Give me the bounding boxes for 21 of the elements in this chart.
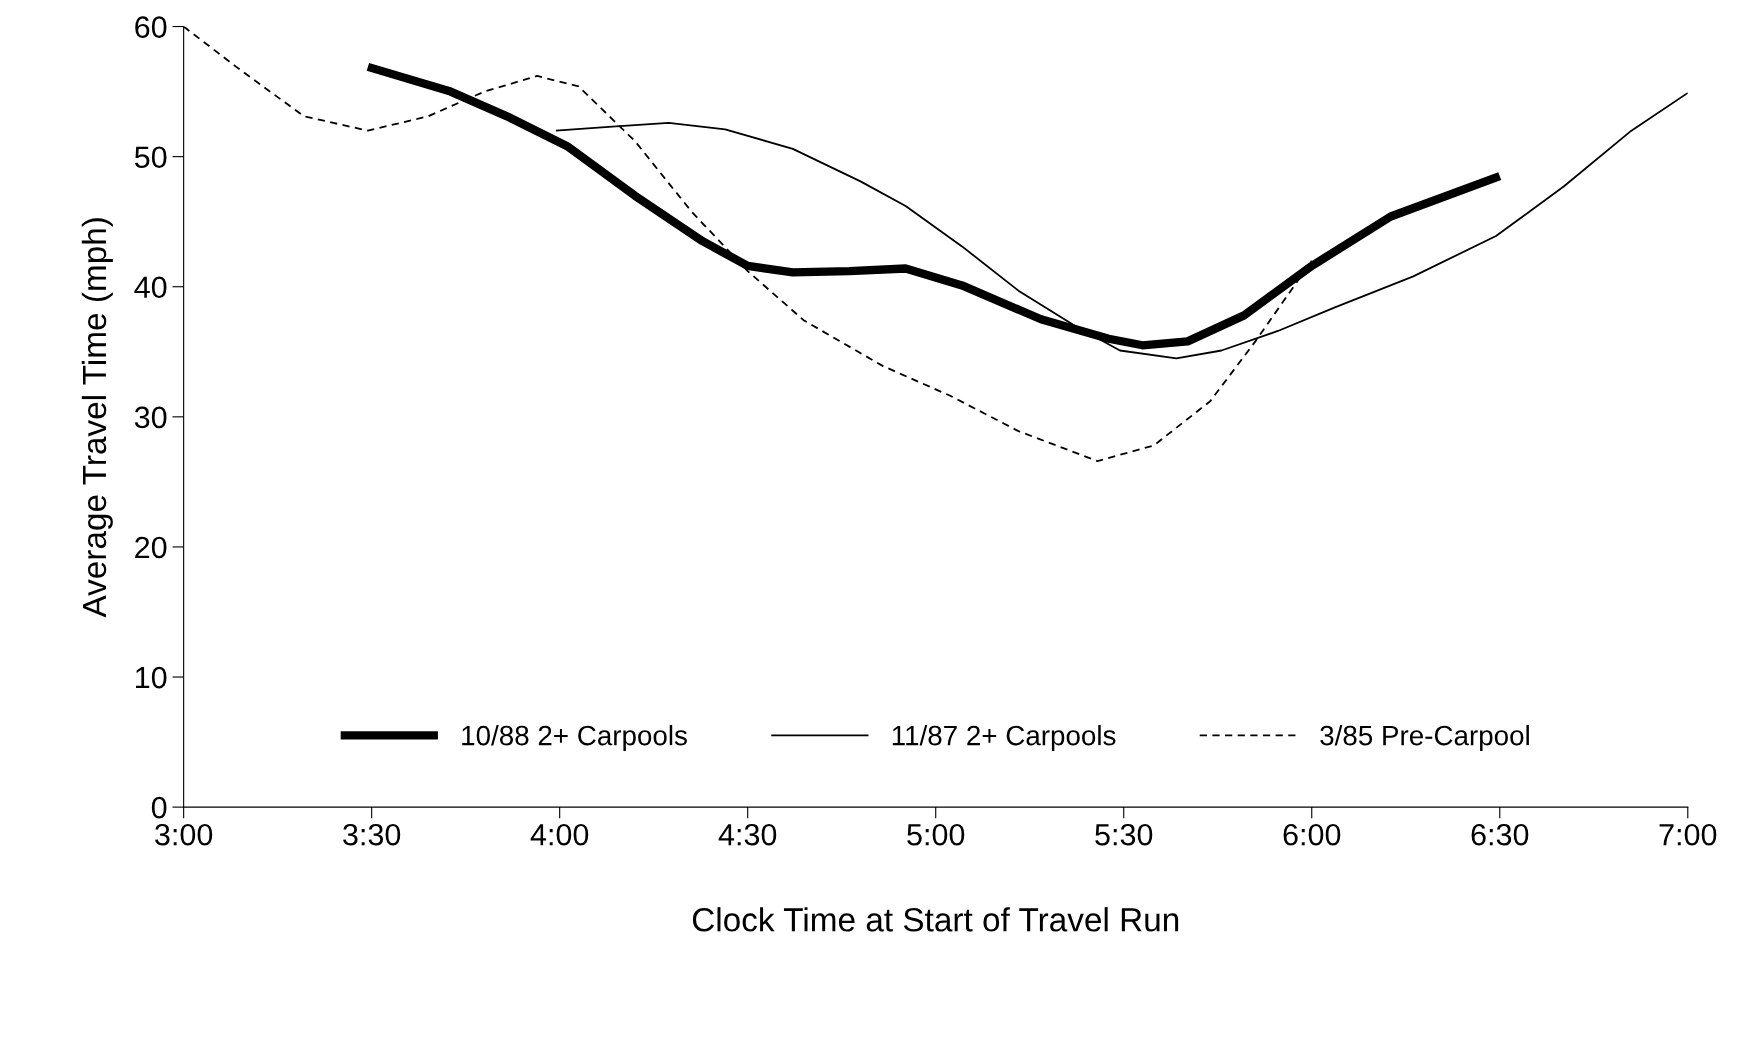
y-tick-label: 10 xyxy=(136,666,167,689)
y-tick-label: 30 xyxy=(134,406,167,429)
x-tick-label: 5:30 xyxy=(1095,823,1153,846)
x-tick-label: 6:00 xyxy=(1283,823,1341,846)
x-tick-label: 7:00 xyxy=(1659,823,1717,846)
legend-label: 10/88 2+ Carpools xyxy=(462,725,687,751)
y-tick-label: 0 xyxy=(151,796,167,819)
legend-label: 3/85 Pre-Carpool xyxy=(1320,725,1529,751)
x-tick-label: 3:00 xyxy=(155,823,213,846)
legend-label: 11/87 2+ Carpools xyxy=(892,725,1116,751)
x-tick-label: 3:30 xyxy=(343,823,401,846)
y-axis-title: Average Travel Time (mph) xyxy=(81,218,113,618)
x-tick-label: 5:00 xyxy=(907,823,965,846)
x-axis-title: Clock Time at Start of Travel Run xyxy=(692,907,1179,932)
x-tick-label: 6:30 xyxy=(1471,823,1529,846)
y-tick-label: 50 xyxy=(134,146,167,169)
y-tick-label: 40 xyxy=(134,276,167,299)
x-tick-label: 4:30 xyxy=(718,823,777,846)
x-tick-label: 4:00 xyxy=(530,823,589,846)
y-tick-label: 60 xyxy=(135,16,167,38)
y-tick-label: 20 xyxy=(135,536,167,559)
